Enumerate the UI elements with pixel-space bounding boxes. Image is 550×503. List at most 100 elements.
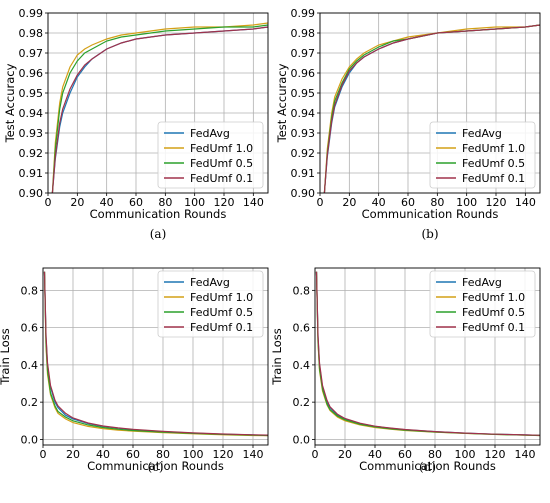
chart-panel-b: 0 20 40 60 80 100 120 140 0.90 0.91 0.92 0.93 0.94 0.…: [275, 7, 541, 241]
y-tick-label: 0.90: [19, 187, 44, 200]
chart-panel-a: 0 20 40 60 80 100 120 140 0.90 0.91 0.92 0.93 0.94 0.…: [3, 7, 269, 241]
x-tick-label: 100: [183, 448, 204, 461]
y-tick-label: 0.93: [19, 127, 44, 140]
series-line-fedumf-0-1: [51, 26, 268, 193]
legend-entry-label: FedUmf 0.1: [462, 172, 525, 185]
x-tick-label: 100: [455, 448, 476, 461]
y-tick-label: 0.93: [291, 127, 316, 140]
chart-panel-d: 0 20 40 60 80 100 120 140 0.0 0.2 0.4 0.6 0.8 Communi…: [270, 267, 541, 474]
legend-entry-label: FedUmf 1.0: [190, 291, 253, 304]
legend-entry-label: FedUmf 0.1: [190, 172, 253, 185]
x-tick-label: 80: [430, 196, 444, 209]
x-tick-label: 20: [338, 448, 352, 461]
x-tick-label: 60: [129, 196, 143, 209]
legend-entry-label: FedUmf 0.5: [462, 306, 525, 319]
legend-entry-label: FedAvg: [190, 127, 230, 140]
y-tick-label: 0.97: [291, 47, 316, 60]
y-tick-label: 0.91: [291, 167, 316, 180]
y-tick-label: 0.6: [21, 322, 39, 335]
x-tick-label: 40: [96, 448, 110, 461]
axes-frame: [42, 267, 269, 446]
legend: FedAvg FedUmf 1.0 FedUmf 0.5 FedUmf 0.1: [429, 270, 536, 338]
y-tick-label: 0.4: [21, 359, 39, 372]
y-tick-label: 0.6: [293, 322, 311, 335]
x-tick-label: 0: [40, 448, 47, 461]
y-tick-label: 0.95: [291, 87, 316, 100]
y-tick-label: 0.99: [19, 7, 44, 20]
x-tick-label: 120: [213, 448, 234, 461]
y-tick-label: 0.96: [291, 67, 316, 80]
y-axis-label: Test Accuracy: [3, 63, 17, 143]
legend-entry-label: FedUmf 0.1: [190, 321, 253, 334]
x-tick-label: 120: [485, 448, 506, 461]
y-tick-label: 0.4: [293, 359, 311, 372]
panel-caption: (a): [150, 227, 167, 241]
x-tick-label: 20: [342, 196, 356, 209]
y-tick-label: 0.8: [293, 284, 311, 297]
legend-entry-label: FedAvg: [462, 127, 502, 140]
legend-entry-label: FedAvg: [190, 276, 230, 289]
y-tick-label: 0.97: [19, 47, 44, 60]
y-tick-label: 0.2: [293, 396, 311, 409]
series-line-fedumf-0-1: [323, 24, 540, 193]
y-tick-label: 0.8: [21, 284, 39, 297]
x-axis-label: Communication Rounds: [90, 207, 227, 221]
y-tick-label: 0.92: [291, 147, 316, 160]
x-tick-label: 140: [243, 448, 264, 461]
y-tick-label: 0.99: [291, 7, 316, 20]
y-axis-label: Test Accuracy: [275, 63, 289, 143]
x-tick-label: 80: [156, 448, 170, 461]
x-tick-label: 140: [515, 448, 536, 461]
y-tick-label: 0.2: [21, 396, 39, 409]
legend-box: [157, 270, 264, 338]
series-line-fedumf-1-0: [51, 22, 268, 193]
legend-entry-label: FedUmf 1.0: [462, 142, 525, 155]
x-tick-label: 0: [317, 196, 324, 209]
x-tick-label: 80: [428, 448, 442, 461]
legend-entry-label: FedUmf 0.5: [462, 157, 525, 170]
legend-entry-label: FedAvg: [462, 276, 502, 289]
legend-box: [157, 121, 264, 189]
y-tick-label: 0.95: [19, 87, 44, 100]
x-tick-label: 120: [214, 196, 235, 209]
x-tick-label: 0: [45, 196, 52, 209]
legend: FedAvg FedUmf 1.0 FedUmf 0.5 FedUmf 0.1: [429, 121, 536, 189]
legend: FedAvg FedUmf 1.0 FedUmf 0.5 FedUmf 0.1: [157, 270, 264, 338]
x-axis-label: Communication Rounds: [362, 207, 499, 221]
x-tick-label: 40: [372, 196, 386, 209]
series-group: [43, 271, 268, 437]
legend: FedAvg FedUmf 1.0 FedUmf 0.5 FedUmf 0.1: [157, 121, 264, 189]
y-tick-label: 0.0: [293, 433, 311, 446]
series-line-fedumf-0-5: [51, 24, 268, 193]
y-tick-label: 0.90: [291, 187, 316, 200]
y-tick-label: 0.96: [19, 67, 44, 80]
y-tick-label: 0.0: [21, 433, 39, 446]
axes-frame: [47, 12, 269, 194]
x-tick-label: 0: [312, 448, 319, 461]
x-axis-label: Communication Rounds: [87, 459, 224, 473]
y-tick-label: 0.98: [19, 27, 44, 40]
legend-box: [429, 121, 536, 189]
panel-caption: (b): [421, 227, 438, 241]
y-tick-label: 0.98: [291, 27, 316, 40]
panel-caption: (d): [419, 460, 436, 474]
x-axis-label: Communication Rounds: [359, 459, 496, 473]
y-axis-label: Train Loss: [270, 328, 284, 385]
panel-caption: (c): [147, 460, 163, 474]
series-group: [323, 24, 540, 193]
legend-entry-label: FedUmf 0.5: [190, 306, 253, 319]
x-tick-label: 60: [398, 448, 412, 461]
series-line-fedumf-1-0: [323, 24, 540, 193]
x-tick-label: 100: [184, 196, 205, 209]
axes-frame: [319, 12, 541, 194]
legend-box: [429, 270, 536, 338]
x-tick-label: 20: [70, 196, 84, 209]
x-tick-label: 40: [100, 196, 114, 209]
y-tick-label: 0.94: [19, 107, 44, 120]
x-tick-label: 20: [66, 448, 80, 461]
y-axis-label: Train Loss: [0, 328, 12, 385]
x-tick-label: 140: [515, 196, 536, 209]
legend-entry-label: FedUmf 1.0: [190, 142, 253, 155]
x-tick-label: 40: [368, 448, 382, 461]
